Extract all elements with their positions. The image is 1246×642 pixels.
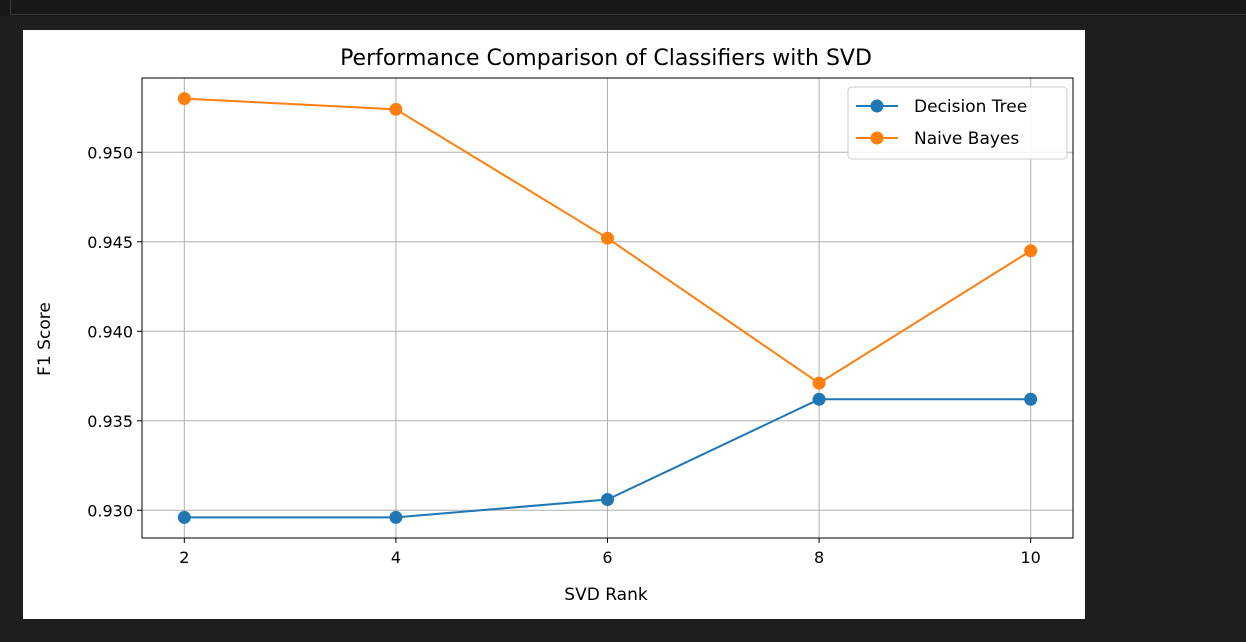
x-axis-label: SVD Rank bbox=[564, 585, 648, 605]
y-tick-label: 0.945 bbox=[87, 233, 133, 252]
x-tick-label: 10 bbox=[1021, 548, 1041, 567]
notebook-top-bar bbox=[0, 0, 1246, 16]
legend-label: Naive Bayes bbox=[914, 129, 1019, 149]
x-tick-label: 2 bbox=[179, 548, 189, 567]
decision-tree-point bbox=[812, 392, 826, 406]
y-tick-label: 0.930 bbox=[87, 501, 133, 520]
legend: Decision Tree Naive Bayes bbox=[847, 86, 1068, 160]
naive-bayes-point bbox=[1024, 244, 1038, 258]
x-tick-label: 8 bbox=[814, 548, 824, 567]
legend-marker bbox=[870, 131, 884, 145]
y-tick-label: 0.940 bbox=[87, 322, 133, 341]
series-layer bbox=[177, 92, 1038, 524]
y-axis-label: F1 Score bbox=[35, 302, 55, 376]
y-tick-label: 0.935 bbox=[87, 412, 133, 431]
naive-bayes-point bbox=[177, 92, 191, 106]
decision-tree-point bbox=[389, 510, 403, 524]
naive-bayes-point bbox=[601, 231, 614, 245]
naive-bayes-point bbox=[389, 102, 403, 116]
chart-title: Performance Comparison of Classifiers wi… bbox=[340, 46, 872, 71]
legend-label: Decision Tree bbox=[914, 97, 1027, 117]
ticks-layer: 2 4 6 8 10 0.930 0.935 0.940 0.945 0.950 bbox=[87, 143, 1041, 567]
decision-tree-point bbox=[177, 510, 191, 524]
legend-box bbox=[847, 86, 1068, 160]
top-bar-frame bbox=[10, 0, 1246, 15]
legend-marker bbox=[870, 99, 884, 113]
x-tick-label: 6 bbox=[602, 548, 612, 567]
decision-tree-point bbox=[601, 493, 614, 507]
decision-tree-point bbox=[1024, 392, 1038, 406]
y-tick-label: 0.950 bbox=[87, 143, 133, 162]
naive-bayes-point bbox=[812, 376, 826, 390]
chart-output-cell: 2 4 6 8 10 0.930 0.935 0.940 0.945 0.950 Performa… bbox=[23, 30, 1085, 619]
line-chart: 2 4 6 8 10 0.930 0.935 0.940 0.945 0.950 Performa… bbox=[35, 46, 1074, 605]
x-tick-label: 4 bbox=[391, 548, 401, 567]
